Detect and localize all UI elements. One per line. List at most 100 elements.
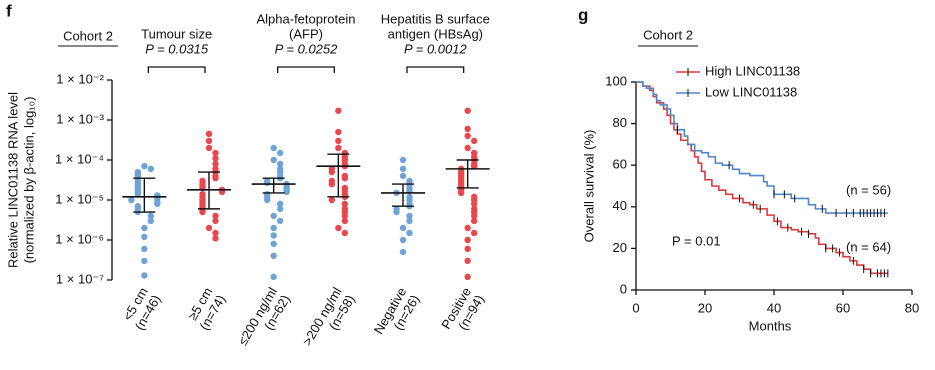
data-point bbox=[335, 128, 342, 136]
data-point bbox=[128, 196, 135, 204]
data-point bbox=[276, 160, 284, 168]
data-point bbox=[341, 175, 349, 182]
data-point bbox=[335, 144, 342, 152]
data-point bbox=[147, 165, 155, 173]
data-point bbox=[270, 273, 277, 281]
data-point bbox=[276, 217, 284, 225]
data-point bbox=[335, 137, 342, 145]
y-tick-label: 1 × 10⁻³ bbox=[56, 111, 104, 126]
data-point bbox=[399, 165, 407, 173]
data-point bbox=[341, 200, 349, 208]
data-point bbox=[283, 188, 290, 196]
data-point bbox=[470, 212, 478, 220]
data-point bbox=[199, 208, 206, 216]
data-point bbox=[212, 160, 219, 168]
data-point bbox=[470, 217, 478, 225]
data-point bbox=[470, 200, 478, 208]
data-point bbox=[457, 189, 465, 197]
category-label: ≤200 ng/ml(n=62) bbox=[235, 285, 293, 348]
data-point bbox=[341, 212, 349, 220]
cohort-label: Cohort 2 bbox=[643, 27, 693, 42]
comparison-bracket bbox=[406, 66, 465, 73]
panel-letter: g bbox=[578, 5, 588, 24]
data-point bbox=[276, 149, 284, 157]
comparison-title: Alpha-fetoprotein bbox=[256, 11, 355, 26]
y-axis-label-line: (normalized by β-actin, log₁₀) bbox=[21, 97, 36, 264]
x-tick-label: 80 bbox=[905, 300, 919, 315]
data-point bbox=[470, 137, 478, 145]
data-point bbox=[335, 107, 342, 114]
data-point bbox=[212, 149, 219, 157]
y-tick-label: 20 bbox=[613, 240, 627, 255]
data-point bbox=[399, 248, 407, 256]
data-point bbox=[270, 212, 277, 220]
p-value: P = 0.0315 bbox=[145, 41, 209, 56]
data-point bbox=[464, 224, 471, 232]
data-point bbox=[276, 205, 284, 213]
data-point bbox=[328, 168, 336, 176]
panel-letter: f bbox=[6, 1, 12, 20]
data-point bbox=[341, 217, 349, 225]
x-tick-label: 0 bbox=[632, 300, 639, 315]
data-point bbox=[464, 257, 471, 265]
data-point bbox=[464, 125, 471, 133]
data-point bbox=[141, 245, 148, 253]
data-point bbox=[212, 212, 219, 220]
y-tick-label: 1 × 10⁻⁴ bbox=[55, 151, 104, 166]
data-point bbox=[147, 212, 155, 220]
p-value: P = 0.0252 bbox=[275, 41, 339, 56]
data-point bbox=[276, 200, 284, 208]
y-tick-label: 80 bbox=[613, 115, 627, 130]
data-point bbox=[270, 156, 277, 164]
data-point bbox=[205, 137, 213, 145]
data-point bbox=[335, 224, 342, 232]
y-tick-label: 60 bbox=[613, 157, 627, 172]
data-point bbox=[464, 273, 471, 281]
data-point bbox=[464, 245, 471, 253]
data-point bbox=[263, 196, 271, 204]
data-point bbox=[399, 224, 407, 232]
comparison-bracket bbox=[147, 66, 206, 73]
x-axis-label: Months bbox=[749, 318, 792, 333]
data-point bbox=[154, 200, 161, 208]
comparison-bracket bbox=[277, 66, 335, 73]
data-point bbox=[212, 217, 219, 225]
data-point bbox=[399, 156, 407, 164]
data-point bbox=[464, 144, 471, 152]
data-point bbox=[134, 190, 142, 198]
annotation: P = 0.01 bbox=[672, 233, 721, 248]
data-point bbox=[406, 229, 413, 237]
data-point bbox=[393, 208, 400, 216]
data-point bbox=[328, 196, 336, 204]
data-point bbox=[270, 224, 277, 232]
data-point bbox=[270, 232, 277, 239]
data-point bbox=[205, 144, 213, 152]
cohort-label: Cohort 2 bbox=[63, 28, 113, 43]
legend-label: High LINC01138 bbox=[705, 63, 800, 78]
y-axis-label-line: Relative LINC01138 RNA level bbox=[5, 92, 20, 268]
y-tick-label: 1 × 10⁻² bbox=[56, 71, 104, 86]
annotation: (n = 56) bbox=[846, 182, 891, 197]
legend-label: Low LINC01138 bbox=[705, 84, 797, 99]
data-point bbox=[464, 107, 471, 114]
y-axis-label: Relative LINC01138 RNA level (normalized … bbox=[5, 92, 36, 268]
category-label: Negative(n=26) bbox=[371, 285, 423, 337]
data-point bbox=[205, 224, 213, 232]
comparison-title: Tumour size bbox=[141, 26, 212, 41]
survival-curve bbox=[636, 81, 888, 214]
data-point bbox=[464, 236, 471, 244]
data-point bbox=[141, 162, 148, 170]
category-label: Positive(n=94) bbox=[438, 285, 487, 333]
category-label: <5 cm(n=46) bbox=[120, 285, 164, 333]
data-point bbox=[263, 179, 271, 186]
data-point bbox=[212, 155, 219, 162]
y-axis-label: Overall survival (%) bbox=[581, 130, 596, 243]
x-tick-label: 20 bbox=[698, 300, 712, 315]
y-tick-label: 40 bbox=[613, 198, 627, 213]
y-tick-label: 1 × 10⁻⁶ bbox=[55, 231, 104, 246]
data-point bbox=[212, 229, 219, 237]
data-point bbox=[270, 240, 277, 248]
y-tick-label: 100 bbox=[605, 73, 627, 88]
data-point bbox=[141, 257, 148, 265]
